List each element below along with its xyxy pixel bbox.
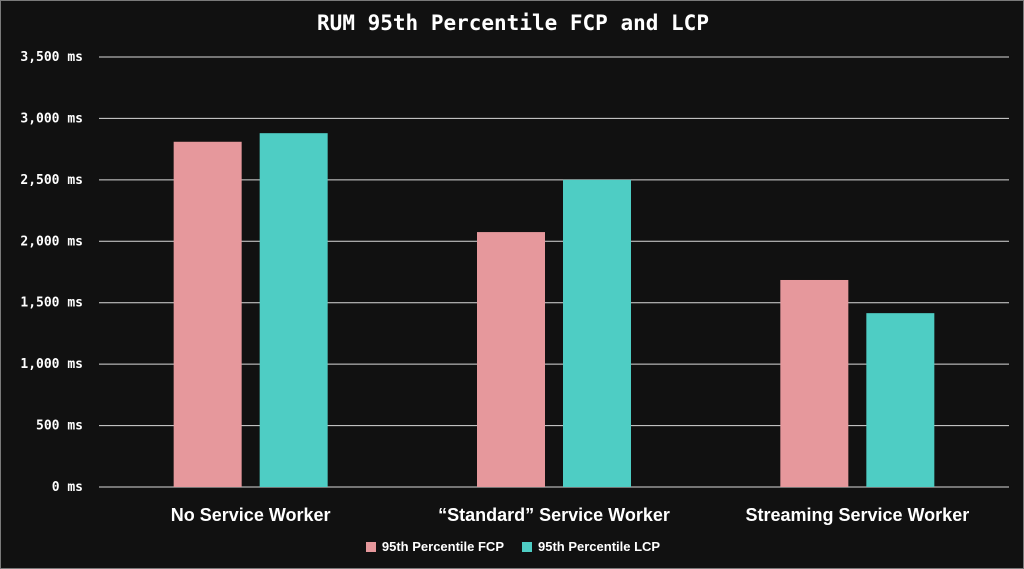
y-tick-label: 2,500 ms [20,173,83,188]
y-tick-label: 500 ms [36,419,83,434]
y-tick-label: 1,500 ms [20,296,83,311]
y-tick-label: 2,000 ms [20,234,83,249]
bar-lcp [563,179,631,487]
y-tick-label: 3,500 ms [20,50,83,65]
y-tick-label: 0 ms [52,480,83,495]
legend-swatch-lcp [522,541,532,552]
chart-title: RUM 95th Percentile FCP and LCP [317,11,709,35]
legend-item-fcp: 95th Percentile FCP [365,539,504,554]
bar-fcp [477,232,545,487]
bar-fcp [780,279,849,487]
legend-item-lcp: 95th Percentile LCP [522,539,660,554]
legend-label-fcp: 95th Percentile FCP [381,539,504,554]
x-category-label: No Service Worker [171,505,331,525]
bar-lcp [259,133,328,487]
x-category-label: Streaming Service Worker [745,505,969,525]
x-category-label: “Standard” Service Worker [438,505,670,525]
bar-lcp [866,313,935,487]
bar-fcp [173,141,242,487]
legend-label-lcp: 95th Percentile LCP [538,539,661,554]
y-tick-label: 1,000 ms [20,357,83,372]
y-tick-label: 3,000 ms [20,111,83,126]
legend-swatch-fcp [365,541,376,552]
legend: 95th Percentile FCP 95th Percentile LCP [1,539,1023,554]
